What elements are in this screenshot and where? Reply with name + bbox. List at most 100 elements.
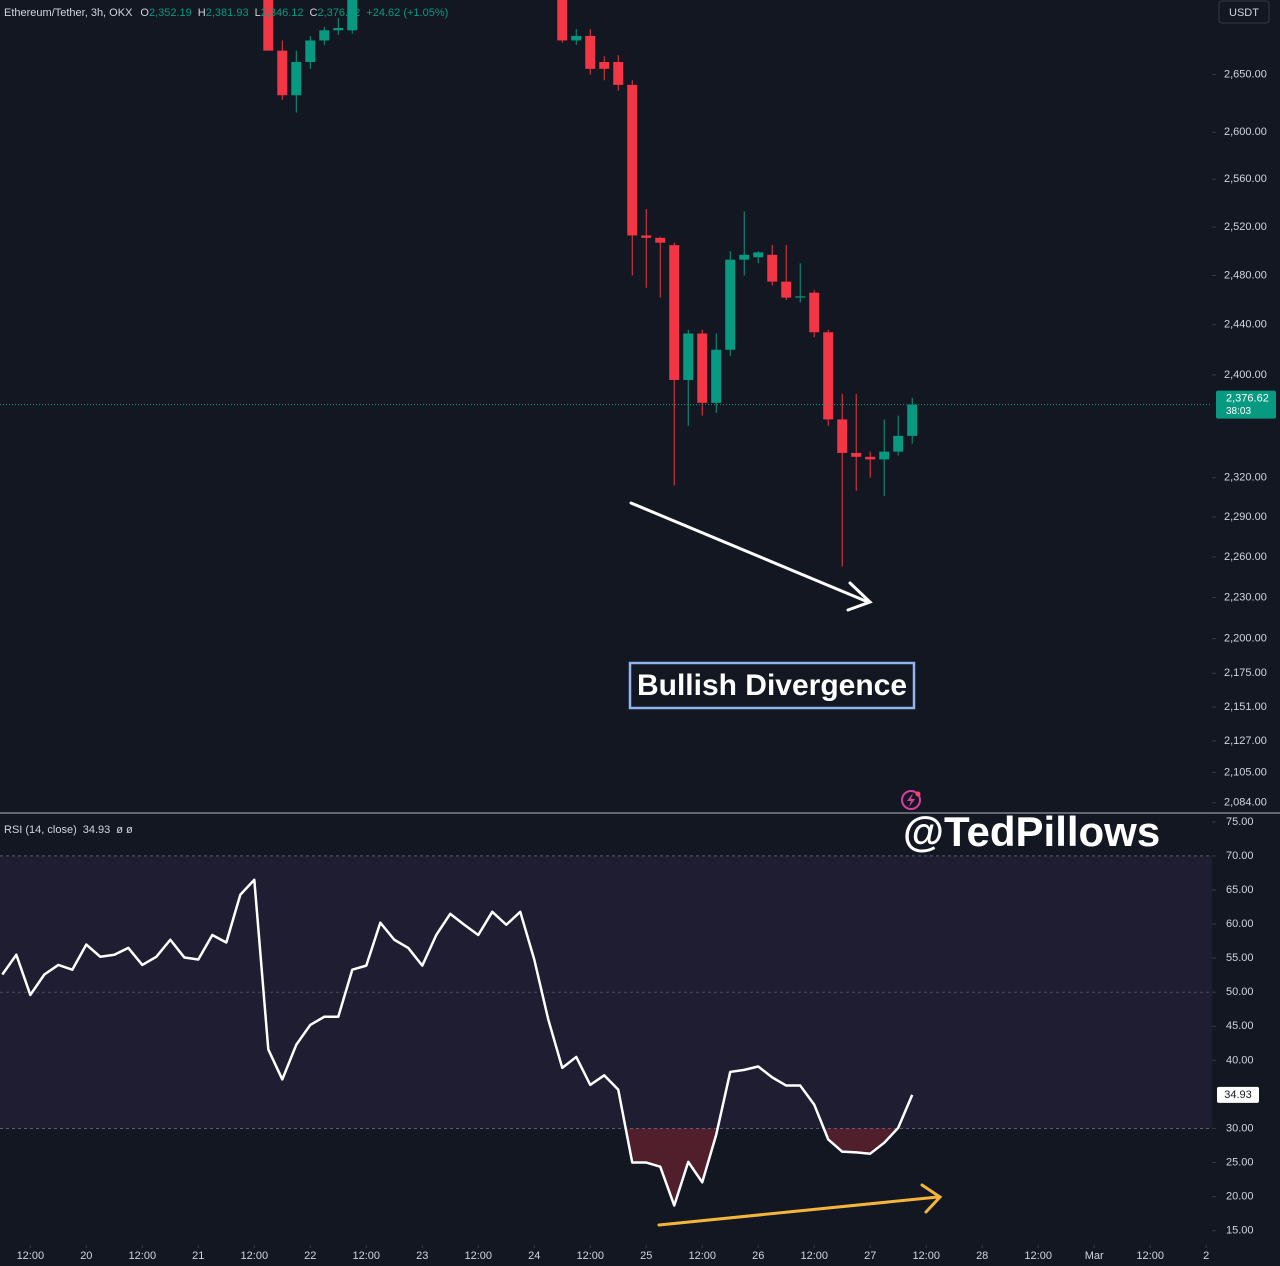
- watermark: @TedPillows: [903, 808, 1160, 855]
- y-tick-label: 30.00: [1226, 1122, 1254, 1134]
- ohlc-value: 2,376.62: [317, 7, 360, 19]
- x-tick-label: 23: [416, 1250, 428, 1262]
- x-tick-label: 20: [80, 1250, 92, 1262]
- y-tick-label: 2,105.00: [1224, 766, 1267, 778]
- symbol-legend: Ethereum/Tether, 3h, OKX O2,352.19 H2,381.…: [4, 7, 448, 19]
- candles: [263, 0, 918, 567]
- candle-body: [893, 435, 904, 452]
- candle-body: [347, 0, 358, 31]
- x-tick-label: 12:00: [129, 1250, 157, 1262]
- x-tick-label: 25: [640, 1250, 652, 1262]
- rsi-tag-label: 34.93: [1224, 1089, 1252, 1101]
- x-tick-label: 12:00: [1136, 1250, 1164, 1262]
- candle-body: [767, 254, 778, 282]
- y-tick-label: 2,320.00: [1224, 472, 1267, 484]
- candle-body: [669, 245, 680, 380]
- rsi-value: 34.93: [83, 824, 111, 836]
- oversold-fill: [625, 1128, 898, 1206]
- currency-box: [1218, 0, 1270, 24]
- x-tick-label: 2: [1203, 1250, 1209, 1262]
- rsi-line: [1, 878, 914, 1207]
- x-tick-label: 12:00: [912, 1250, 940, 1262]
- ohlc-key: C: [310, 7, 318, 19]
- candle-body: [781, 281, 792, 298]
- ohlc-value: 2,381.93: [206, 7, 249, 19]
- y-tick-label: 75.00: [1226, 816, 1254, 828]
- x-tick-label: 22: [304, 1250, 316, 1262]
- candle-body: [795, 296, 806, 298]
- rsi-tag: [1217, 1086, 1259, 1103]
- countdown: 38:03: [1226, 406, 1251, 417]
- x-tick-label: 12:00: [688, 1250, 716, 1262]
- candle-body: [613, 62, 624, 85]
- rsi-legend: RSI (14, close) 34.93 ø ø: [4, 824, 133, 836]
- x-tick-label: 24: [528, 1250, 540, 1262]
- candle-body: [739, 254, 750, 260]
- annotation-text: Bullish Divergence: [637, 669, 907, 702]
- y-tick-label: 2,230.00: [1224, 591, 1267, 603]
- x-tick-label: 26: [752, 1250, 764, 1262]
- y-tick-label: 65.00: [1226, 884, 1254, 896]
- y-tick-label: 2,400.00: [1224, 369, 1267, 381]
- candle-body: [571, 35, 582, 41]
- candle-body: [655, 237, 666, 243]
- candle-body: [725, 259, 736, 350]
- ohlc-key: L: [255, 7, 261, 19]
- x-tick-label: 12:00: [465, 1250, 493, 1262]
- candle-body: [837, 419, 848, 453]
- x-tick-label: 12:00: [576, 1250, 604, 1262]
- rsi-title: RSI (14, close): [4, 824, 77, 836]
- y-tick-label: 55.00: [1226, 952, 1254, 964]
- y-tick-label: 50.00: [1226, 986, 1254, 998]
- y-tick-label: 2,151.00: [1224, 701, 1267, 713]
- candle-body: [291, 62, 302, 96]
- candle-body: [641, 235, 652, 238]
- candle-body: [557, 0, 568, 41]
- ohlc: O2,352.19 H2,381.93 L2,346.12 C2,376.62 +24.…: [140, 7, 448, 19]
- candle-body: [263, 0, 274, 51]
- x-tick-label: 12:00: [17, 1250, 45, 1262]
- candle-body: [809, 292, 820, 333]
- y-tick-label: 15.00: [1226, 1225, 1254, 1237]
- x-tick-label: 27: [864, 1250, 876, 1262]
- last-price-label: 2,376.62: [1226, 392, 1269, 404]
- candle-body: [753, 252, 764, 258]
- x-tick-label: 12:00: [241, 1250, 269, 1262]
- candle-body: [319, 30, 330, 41]
- candle-body: [865, 456, 876, 460]
- y-tick-label: 2,084.00: [1224, 797, 1267, 809]
- symbol: Ethereum/Tether, 3h, OKX: [4, 7, 133, 19]
- candle-body: [585, 35, 596, 69]
- y-tick-label: 2,290.00: [1224, 511, 1267, 523]
- up-arrow: [657, 1183, 943, 1227]
- ohlc-key: O: [140, 7, 149, 19]
- ohlc-value: 2,346.12: [261, 7, 304, 19]
- x-tick-label: 28: [976, 1250, 988, 1262]
- candle-body: [305, 40, 316, 63]
- candle-body: [879, 451, 890, 460]
- y-tick-label: 2,440.00: [1224, 319, 1267, 331]
- candle-body: [851, 452, 862, 457]
- y-tick-label: 2,260.00: [1224, 551, 1267, 563]
- y-tick-label: 45.00: [1226, 1020, 1254, 1032]
- y-tick-label: 60.00: [1226, 918, 1254, 930]
- y-tick-label: 20.00: [1226, 1191, 1254, 1203]
- x-tick-label: 12:00: [800, 1250, 828, 1262]
- x-tick-label: 12:00: [1024, 1250, 1052, 1262]
- candle-body: [599, 62, 610, 69]
- y-tick-label: 2,600.00: [1224, 126, 1267, 138]
- currency: USDT: [1229, 7, 1259, 19]
- x-tick-label: 21: [192, 1250, 204, 1262]
- candle-body: [907, 404, 918, 436]
- candle-body: [823, 332, 834, 420]
- candle-body: [697, 333, 708, 403]
- y-tick-label: 2,200.00: [1224, 633, 1267, 645]
- last-price-tag: [1216, 390, 1276, 419]
- change: +24.62 (+1.05%): [366, 7, 448, 19]
- annotation-box: [628, 661, 916, 710]
- candle-body: [627, 84, 638, 236]
